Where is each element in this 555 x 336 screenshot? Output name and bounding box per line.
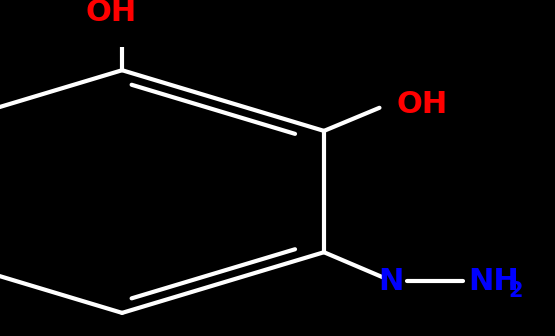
- Text: OH: OH: [396, 90, 447, 119]
- Text: NH: NH: [468, 266, 519, 296]
- Text: 2: 2: [508, 281, 523, 301]
- Text: OH: OH: [85, 0, 137, 27]
- Text: N: N: [378, 266, 403, 296]
